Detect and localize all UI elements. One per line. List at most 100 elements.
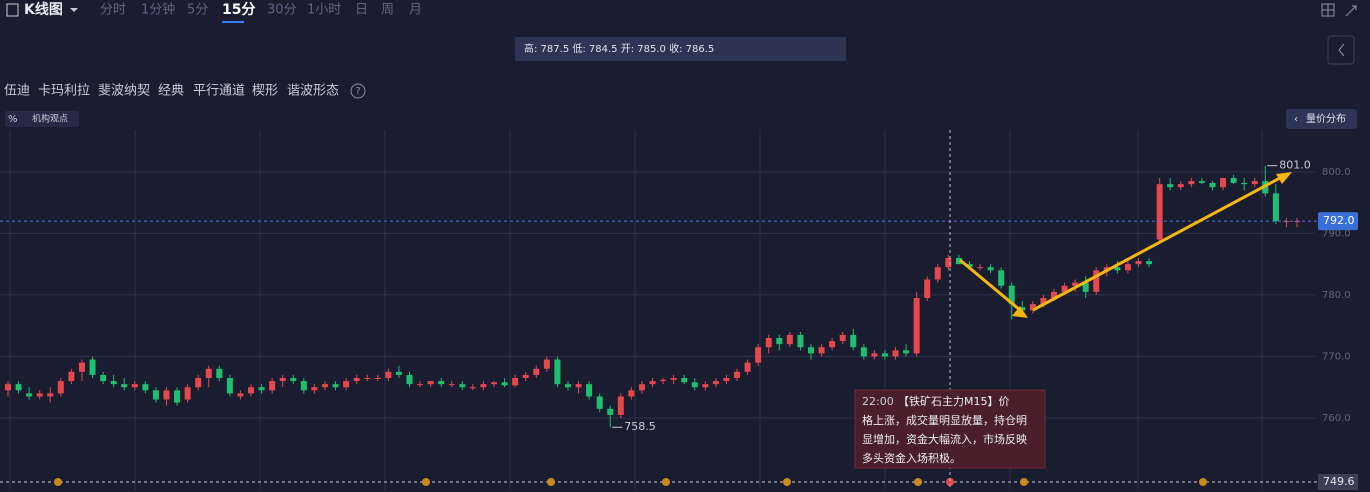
- candle-body: [279, 378, 286, 382]
- tab[interactable]: 1小时: [307, 3, 341, 18]
- candle-body: [1220, 178, 1227, 188]
- candle-body: [734, 371, 741, 378]
- tab[interactable]: 5分: [187, 3, 208, 18]
- arrow-up: [1032, 176, 1281, 312]
- badge-bg: [5, 111, 79, 127]
- candle-body: [998, 270, 1005, 286]
- candle-body: [1146, 261, 1153, 265]
- candle-body: [786, 334, 793, 345]
- candle-body: [469, 387, 476, 389]
- candle-body: [174, 390, 181, 403]
- candle-body: [205, 368, 212, 378]
- candle-body: [744, 362, 751, 372]
- tab[interactable]: 15分: [222, 2, 255, 18]
- candle-body: [755, 347, 762, 363]
- candle-body: [332, 384, 339, 388]
- percent-badge[interactable]: %: [8, 114, 18, 125]
- candle-body: [543, 359, 550, 369]
- panel-toggle[interactable]: [1327, 35, 1355, 65]
- candle-body: [797, 334, 804, 348]
- current-price-tag-bg: [1318, 212, 1358, 231]
- candle-body: [100, 374, 107, 382]
- candle-body: [702, 384, 709, 388]
- views-badge[interactable]: 机构观点: [32, 113, 68, 125]
- reference-price-tag: 749.6: [1323, 475, 1355, 488]
- candle-body: [491, 382, 498, 385]
- low_marker-label: 758.5: [624, 420, 656, 433]
- dropdown-arrow[interactable]: [70, 8, 78, 12]
- candle-body: [1103, 267, 1110, 271]
- candle-body: [501, 382, 508, 386]
- plot: 760.0 770.0 780.0 790.0 800.0 792.0 749.6 801.0…: [0, 159, 1358, 490]
- candle-body: [1029, 304, 1036, 311]
- candle-body: [131, 384, 138, 388]
- event-marker: [946, 478, 954, 486]
- candle-body: [987, 267, 994, 271]
- candle-body: [1167, 184, 1174, 188]
- event-marker: [914, 478, 922, 486]
- tool[interactable]: 平行通道: [193, 84, 245, 99]
- candle-body: [427, 381, 434, 385]
- candle-body: [1082, 282, 1089, 292]
- event-marker: [783, 478, 791, 486]
- tool[interactable]: 卡玛利拉: [38, 84, 90, 99]
- candle-body: [226, 378, 233, 394]
- tab[interactable]: 1分钟: [141, 2, 175, 18]
- candle-body: [1177, 184, 1184, 188]
- tool[interactable]: 斐波纳契: [98, 84, 150, 99]
- candle-body: [966, 264, 973, 268]
- candle-body: [522, 374, 529, 378]
- candle-body: [343, 381, 350, 388]
- tab[interactable]: 月: [409, 3, 422, 18]
- candle-body: [89, 359, 96, 375]
- chart-type[interactable]: K线图: [24, 1, 63, 18]
- candle-body: [1008, 285, 1015, 305]
- candle-body: [57, 381, 64, 394]
- tooltip-bg: [854, 389, 1046, 469]
- tab[interactable]: 周: [381, 3, 394, 18]
- candle-body: [638, 384, 645, 391]
- candle-body: [1241, 182, 1248, 185]
- candle-body: [575, 384, 582, 388]
- tab[interactable]: 日: [355, 3, 368, 18]
- candle-body: [977, 267, 984, 269]
- event-marker: [1020, 478, 1028, 486]
- candle-body: [807, 347, 814, 354]
- reference-price-tag-bg: [1318, 474, 1358, 490]
- candle-body: [881, 353, 888, 357]
- current-price-tag: 792.0: [1323, 214, 1355, 227]
- candle-body: [121, 384, 128, 388]
- candle-body: [628, 390, 635, 397]
- candle-body: [829, 341, 836, 348]
- candle-body: [1135, 261, 1142, 265]
- candle-body: [195, 378, 202, 388]
- candle-body: [438, 381, 445, 385]
- candle-body: [1019, 307, 1026, 311]
- tool[interactable]: 伍迪: [4, 84, 30, 99]
- help-icon[interactable]: [350, 83, 366, 99]
- candle-body: [955, 258, 962, 265]
- candle-body: [5, 384, 11, 391]
- candle-body: [258, 387, 265, 391]
- candle-body: [448, 384, 455, 386]
- arrow-down: [959, 258, 1021, 312]
- candle-body: [1114, 267, 1121, 271]
- tab[interactable]: 分时: [100, 3, 126, 18]
- candle-body: [248, 387, 255, 394]
- candle-body: [924, 279, 931, 298]
- candle-body: [564, 384, 571, 388]
- candle-body: [670, 378, 677, 380]
- candle-body: [1230, 178, 1237, 183]
- tool[interactable]: 楔形: [252, 84, 278, 99]
- candle-body: [459, 384, 466, 388]
- tool[interactable]: 经典: [158, 84, 184, 99]
- tool[interactable]: 谐波形态: [287, 84, 339, 99]
- layout-icon-lines: [1322, 4, 1334, 16]
- candle-body: [364, 378, 371, 379]
- candle-body: [649, 381, 656, 385]
- collapse-icon[interactable]: [1345, 5, 1357, 17]
- candle-body: [723, 378, 730, 382]
- volume-profile[interactable]: 量价分布: [1306, 113, 1346, 125]
- tab[interactable]: 30分: [267, 3, 297, 18]
